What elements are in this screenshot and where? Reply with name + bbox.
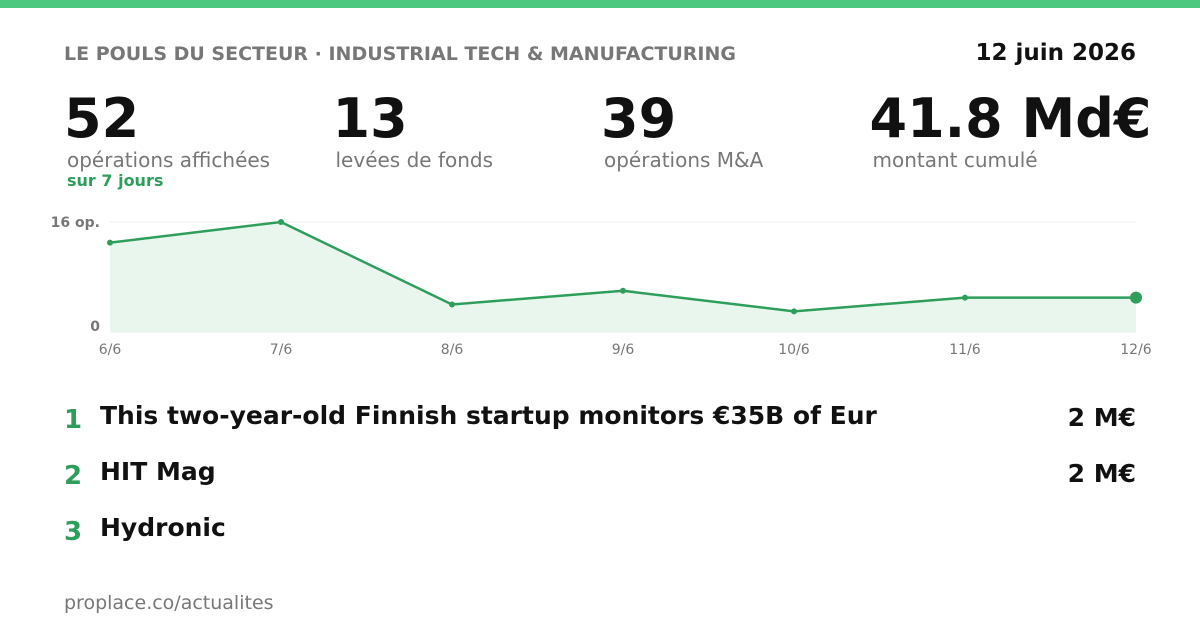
stat-label: montant cumulé: [873, 148, 1038, 172]
x-tick-label: 7/6: [270, 342, 293, 358]
list-title: This two-year-old Finnish startup monito…: [100, 401, 878, 430]
list-amount: 2 M€: [1068, 459, 1136, 488]
stat-value: 52: [64, 87, 139, 150]
y-tick-label: 16 op.: [51, 215, 100, 231]
list-title: HIT Mag: [100, 457, 216, 486]
list-amount: 2 M€: [1068, 403, 1136, 432]
footer: proplace.co/actualites: [64, 592, 274, 614]
stat-label: opérations M&A: [604, 148, 764, 172]
header-title: LE POULS DU SECTEUR · INDUSTRIAL TECH & …: [64, 43, 736, 65]
x-tick-label: 9/6: [612, 342, 635, 358]
y-tick-label: 0: [90, 319, 100, 335]
header-date: 12 juin 2026: [975, 40, 1136, 66]
stat-value: 41.8 Md€: [870, 87, 1152, 150]
point: [278, 219, 284, 225]
x-tick-label: 8/6: [441, 342, 464, 358]
point: [962, 294, 968, 301]
stat-label: levées de fonds: [336, 148, 494, 172]
point: [449, 301, 455, 308]
list-rank: 3: [64, 517, 82, 547]
stat-note: sur 7 jours: [67, 171, 163, 190]
point: [107, 239, 113, 246]
x-tick-label: 11/6: [949, 342, 981, 358]
stat-value: 13: [333, 87, 408, 150]
point: [620, 287, 626, 294]
stat-value: 39: [601, 87, 676, 150]
stat-label: opérations affichées: [67, 148, 270, 172]
area: [110, 222, 1136, 332]
x-tick-label: 6/6: [99, 342, 122, 358]
point: [1130, 291, 1142, 304]
list-title: Hydronic: [100, 513, 226, 542]
x-tick-label: 12/6: [1120, 342, 1152, 358]
list-rank: 1: [64, 405, 82, 435]
point: [791, 308, 797, 315]
top-bar: [0, 0, 1200, 8]
list-rank: 2: [64, 461, 82, 491]
x-tick-label: 10/6: [778, 342, 810, 358]
